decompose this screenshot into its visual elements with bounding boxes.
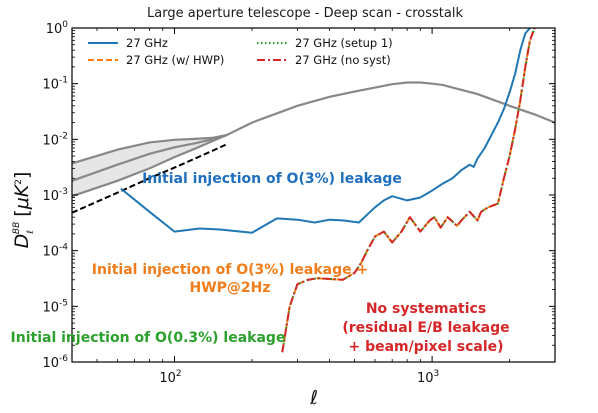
y-tick-label: 10-4 (42, 243, 68, 260)
x-axis-label: ℓ (309, 387, 318, 409)
y-label-unit-open: [ (11, 209, 33, 216)
legend: 27 GHz 27 GHz (w/ HWP) 27 GHz (setup 1) … (88, 36, 393, 67)
annotation-blue: Initial injection of O(3%) leakage (142, 171, 402, 187)
y-label-subscript: ℓ (26, 230, 36, 235)
y-label-unit: μK (11, 183, 33, 210)
reference-lensing (71, 143, 228, 214)
data-series (120, 27, 536, 353)
annotations: Initial injection of O(3%) leakage Initi… (11, 171, 510, 355)
legend-label-27ghz-hwp: 27 GHz (w/ HWP) (126, 53, 224, 67)
plot-area (71, 27, 556, 363)
legend-label-27ghz: 27 GHz (126, 36, 168, 50)
annotation-red-3: + beam/pixel scale) (348, 339, 503, 355)
svg-text:DℓBB[μK2]: Dℓ BB [μK2] (11, 172, 36, 249)
reference-curves (71, 81, 556, 214)
y-tick-label: 100 (46, 20, 69, 37)
x-tick-label: 102 (159, 369, 181, 386)
reference-band-upper (71, 133, 228, 165)
chart-title: Large aperture telescope - Deep scan - c… (147, 6, 463, 21)
y-axis-label: Dℓ BB [μK2] (11, 172, 36, 249)
annotation-red-2: (residual E/B leakage (342, 320, 509, 336)
y-tick-label: 10-2 (42, 131, 68, 148)
y-label-symbol: D (11, 234, 33, 249)
series-line-3 (281, 27, 536, 353)
legend-label-27ghz-nosyst: 27 GHz (no syst) (295, 53, 391, 67)
reference-band-lower (71, 133, 228, 198)
annotation-orange-2: HWP@2Hz (189, 280, 270, 296)
y-tick-label: 10-1 (42, 76, 68, 93)
reference-total-bb (226, 81, 556, 136)
legend-label-27ghz-setup1: 27 GHz (setup 1) (295, 36, 393, 50)
axes: 10-6 10-5 10-4 10-3 10-2 10-1 100 102 103 (42, 20, 556, 386)
y-label-superscript: BB (12, 222, 22, 234)
series-line-0 (120, 27, 531, 234)
x-tick-label: 103 (417, 369, 439, 386)
annotation-orange-1: Initial injection of O(3%) leakage + (92, 262, 368, 278)
y-tick-label: 10-6 (42, 354, 68, 371)
annotation-red-1: No systematics (366, 301, 486, 317)
annotation-green: Initial injection of O(0.3%) leakage (11, 330, 286, 346)
y-tick-label: 10-3 (42, 187, 68, 204)
reference-band-mid (71, 133, 228, 182)
y-label-unit-exp: 2 (14, 179, 24, 185)
y-tick-label: 10-5 (42, 298, 68, 315)
y-label-unit-close: ] (11, 172, 33, 179)
